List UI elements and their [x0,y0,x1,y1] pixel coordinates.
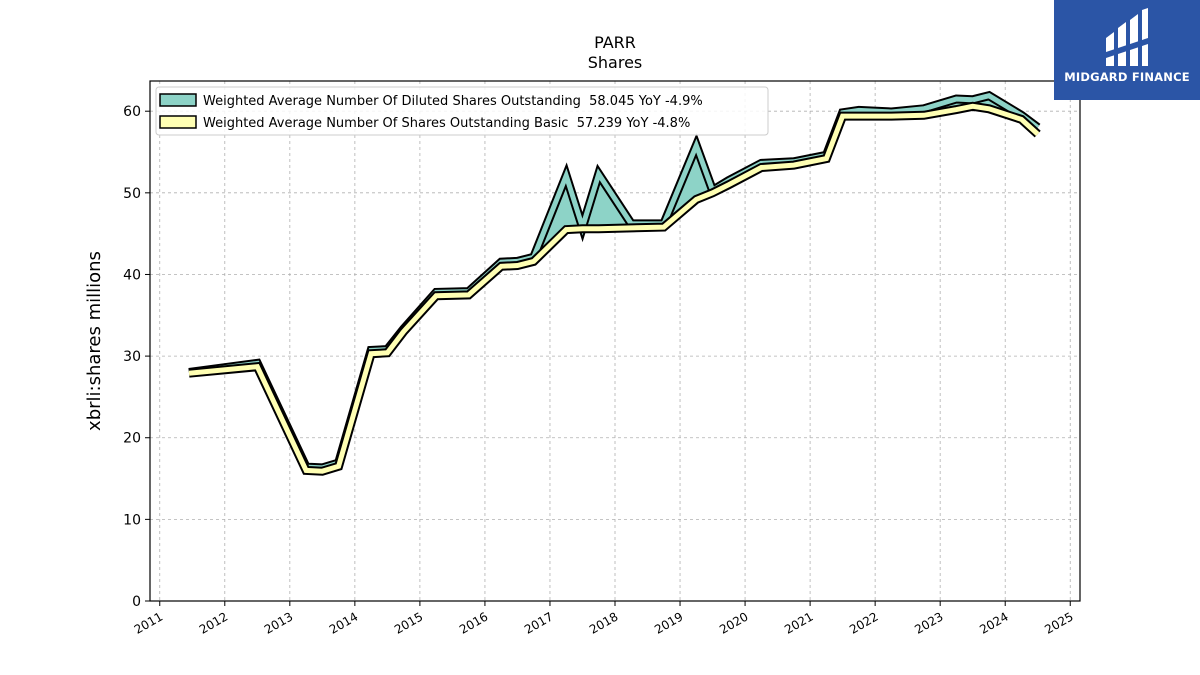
x-tick-label: 2018 [587,609,620,636]
midgard-logo-icon [1106,8,1148,66]
x-tick-label: 2021 [782,609,815,636]
x-tick-label: 2013 [262,609,295,636]
x-axis: 2011 2012 2013 2014 2015 2016 2017 2018 2019 2020… [132,601,1076,637]
x-tick-label: 2023 [912,609,945,636]
chart-title: PARR [594,33,636,52]
legend-swatch-basic [159,115,197,129]
x-tick-label: 2017 [522,609,555,636]
x-tick-label: 2019 [652,609,685,636]
legend-box [155,86,769,136]
diluted-basic-gap-fill [189,95,1038,472]
legend-label-basic: Weighted Average Number Of Shares Outsta… [203,116,690,131]
legend-swatch-diluted [159,93,197,107]
x-tick-label: 2014 [327,609,360,636]
y-tick-label: 40 [123,267,141,283]
y-axis: 0 10 20 30 40 50 60 [123,104,150,610]
x-tick-label: 2022 [847,609,880,636]
y-axis-label: xbrli:shares millions [84,251,105,431]
x-tick-label: 2012 [197,609,230,636]
diluted-shares-line-outline [188,90,1041,473]
x-tick-label: 2011 [132,609,165,636]
midgard-finance-logo: MIDGARD FINANCE [1054,0,1200,100]
basic-shares-line-outline [188,101,1041,476]
series-layer [188,90,1041,476]
y-tick-label: 50 [123,186,141,202]
y-tick-label: 60 [123,104,141,120]
y-tick-label: 20 [123,431,141,447]
basic-shares-line [188,103,1040,474]
x-tick-label: 2024 [977,609,1010,636]
logo-text: MIDGARD FINANCE [1064,70,1190,84]
y-tick-label: 30 [123,349,141,365]
x-tick-label: 2025 [1042,609,1075,636]
diluted-shares-line [188,93,1040,471]
legend: Weighted Average Number Of Diluted Share… [155,86,769,136]
x-tick-label: 2020 [717,609,750,636]
chart-subtitle: Shares [588,53,643,72]
y-tick-label: 0 [132,594,141,610]
x-tick-label: 2015 [392,609,425,636]
legend-label-diluted: Weighted Average Number Of Diluted Share… [203,94,703,109]
y-tick-label: 10 [123,512,141,528]
grid-lines [150,81,1080,602]
x-tick-label: 2016 [457,609,490,636]
